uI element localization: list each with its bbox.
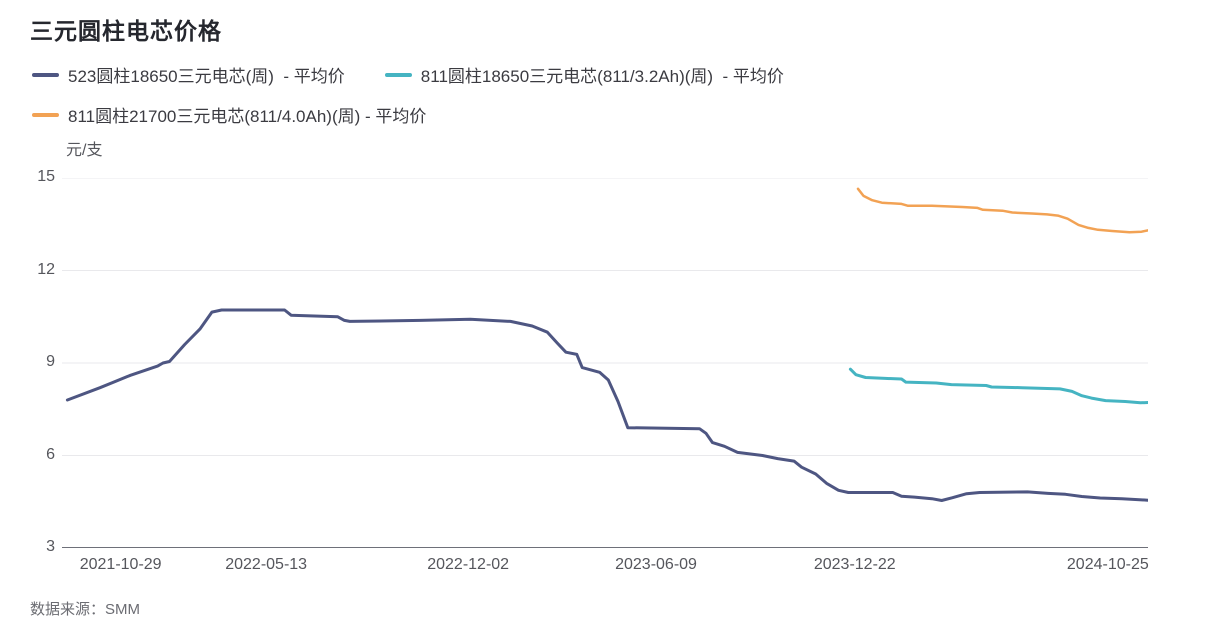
data-source-note: 数据来源：SMM — [30, 601, 140, 618]
y-tick-9: 9 — [46, 353, 55, 371]
legend-swatch-523-18650 — [32, 72, 59, 77]
y-tick-3: 3 — [46, 538, 55, 556]
y-tick-15: 15 — [37, 168, 55, 186]
legend-row-1: 523圆柱18650三元电芯(周) - 平均价 811圆柱18650三元电芯(8… — [32, 62, 810, 87]
price-lines-svg — [62, 178, 1148, 548]
legend-item-523-18650[interactable]: 523圆柱18650三元电芯(周) - 平均价 — [32, 62, 345, 87]
legend-item-811-18650[interactable]: 811圆柱18650三元电芯(811/3.2Ah)(周) - 平均价 — [384, 62, 784, 87]
x-tick-2022-05-13: 2022-05-13 — [225, 556, 308, 573]
legend-label-811-18650: 811圆柱18650三元电芯(811/3.2Ah)(周) - 平均价 — [420, 67, 784, 86]
x-tick-2022-12-02: 2022-12-02 — [427, 556, 510, 573]
x-tick-2021-10-29: 2021-10-29 — [79, 556, 162, 573]
legend-swatch-811-18650 — [384, 72, 412, 77]
x-axis-tick-labels: 2021-10-29 2022-05-13 2022-12-02 2023-06… — [62, 556, 1149, 578]
y-axis-unit-label: 元/支 — [66, 142, 103, 159]
chart-title: 三元圆柱电芯价格 — [30, 18, 222, 44]
plot-area — [62, 178, 1148, 548]
x-tick-2023-06-09: 2023-06-09 — [615, 556, 697, 573]
x-tick-2024-10-25: 2024-10-25 — [1066, 556, 1149, 573]
y-tick-6: 6 — [46, 445, 55, 463]
legend-label-523-18650: 523圆柱18650三元电芯(周) - 平均价 — [68, 67, 345, 86]
y-tick-12: 12 — [37, 260, 55, 278]
legend-swatch-811-21700 — [32, 112, 59, 117]
legend-label-811-21700: 811圆柱21700三元电芯(811/4.0Ah)(周) - 平均价 — [68, 107, 427, 126]
x-tick-2023-12-22: 2023-12-22 — [813, 556, 896, 573]
y-axis-tick-labels: 15 12 9 6 3 — [0, 168, 55, 555]
legend-item-811-21700[interactable]: 811圆柱21700三元电芯(811/4.0Ah)(周) - 平均价 — [32, 102, 426, 127]
legend-row-2: 811圆柱21700三元电芯(811/4.0Ah)(周) - 平均价 — [32, 102, 452, 127]
